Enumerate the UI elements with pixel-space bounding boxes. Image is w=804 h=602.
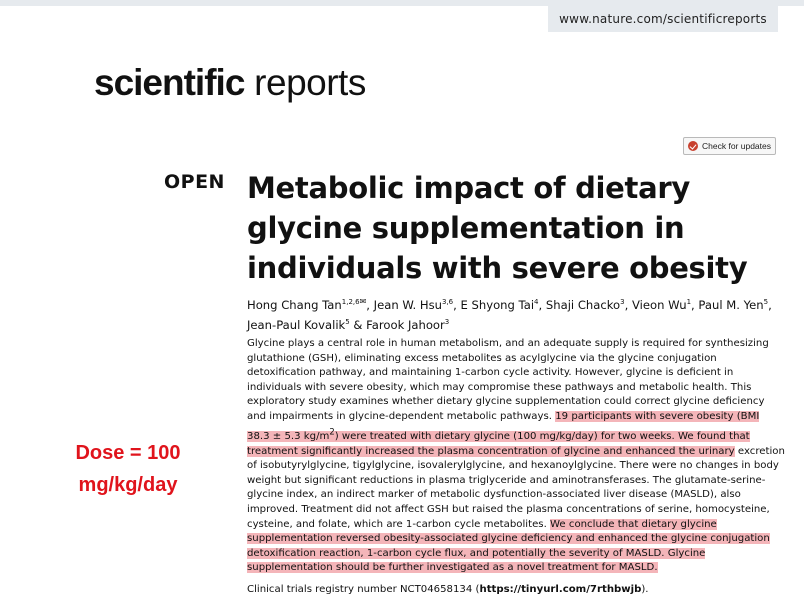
journal-logo[interactable]: scientific reports (94, 62, 366, 104)
highlight-text-1a: 19 participants with severe obesity (BMI… (247, 410, 760, 442)
author-affiliation: 3 (444, 317, 450, 326)
article-title: Metabolic impact of dietary glycine supp… (247, 171, 748, 285)
author-affiliation: 5 (345, 317, 350, 326)
author-separator: , (453, 297, 461, 312)
author-separator: & (349, 317, 367, 332)
author-separator: , (538, 297, 546, 312)
dose-annotation: Dose = 100 mg/kg/day (48, 437, 208, 501)
email-icon[interactable]: ✉ (359, 297, 367, 306)
registry-end: ). (641, 584, 649, 595)
open-access-label: OPEN (164, 171, 225, 193)
author-name[interactable]: Paul M. Yen (698, 297, 764, 312)
abstract: Glycine plays a central role in human me… (247, 337, 785, 576)
author-name[interactable]: E Shyong Tai (460, 297, 535, 312)
author-separator: , (768, 297, 772, 312)
logo-regular: reports (244, 62, 366, 103)
author-affiliation: 3,6 (441, 298, 454, 306)
author-name[interactable]: Vieon Wu (632, 297, 687, 312)
author-name[interactable]: Hong Chang Tan (247, 297, 342, 312)
clinical-registry: Clinical trials registry number NCT04658… (247, 584, 787, 595)
registry-text: Clinical trials registry number NCT04658… (247, 584, 480, 595)
author-name[interactable]: Shaji Chacko (545, 297, 621, 312)
dose-line-2: mg/kg/day (78, 474, 178, 496)
author-affiliation: 1,2,6 (341, 298, 360, 306)
author-separator: , (691, 297, 699, 312)
highlight-sup: 2 (329, 426, 335, 437)
author-affiliation: 5 (763, 298, 769, 306)
dose-line-1: Dose = 100 (75, 442, 181, 464)
top-bar (0, 0, 804, 6)
author-affiliation: 3 (620, 298, 625, 306)
author-list: Hong Chang Tan1,2,6✉, Jean W. Hsu3,6, E … (247, 293, 792, 334)
check-updates-icon (688, 141, 698, 151)
abstract-text-2: excretion of isobutyrylglycine, tigylgly… (247, 445, 785, 530)
author-name[interactable]: Jean-Paul Kovalik (247, 317, 346, 332)
journal-url[interactable]: www.nature.com/scientificreports (548, 6, 778, 32)
author-separator: , (366, 297, 374, 312)
author-affiliation: 1 (686, 298, 692, 306)
check-for-updates-button[interactable]: Check for updates (683, 137, 776, 155)
author-separator: , (624, 297, 632, 312)
author-name[interactable]: Jean W. Hsu (373, 297, 442, 312)
check-updates-label: Check for updates (702, 141, 771, 151)
registry-link[interactable]: https://tinyurl.com/7rthbwjb (479, 584, 642, 595)
logo-bold: scientific (94, 62, 245, 103)
abstract-text-1: Glycine plays a central role in human me… (247, 338, 769, 422)
author-affiliation: 4 (534, 298, 539, 306)
author-name[interactable]: Farook Jahoor (366, 317, 445, 332)
highlight-text-1b: ) were treated with dietary glycine (100… (247, 430, 750, 457)
